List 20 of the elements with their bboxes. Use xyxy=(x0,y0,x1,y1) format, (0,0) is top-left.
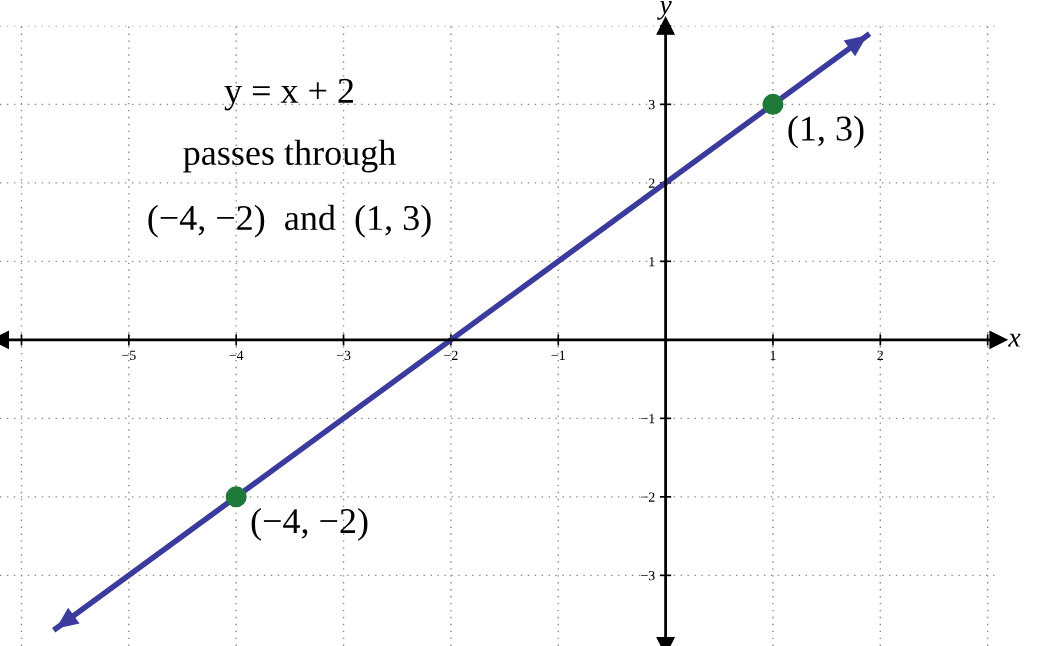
x-tick-label: 2 xyxy=(877,350,884,360)
x-tick-label: 1 xyxy=(770,350,776,360)
x-tick-label: −1 xyxy=(551,350,565,360)
y-axis-title: y xyxy=(657,0,672,20)
x-tick-label: −5 xyxy=(122,350,136,361)
y-tick-label: 1 xyxy=(649,256,655,267)
y-tick-label: −1 xyxy=(641,414,655,424)
annotation: y = x + 2 xyxy=(224,78,354,111)
y-tick-label: −2 xyxy=(641,492,655,502)
annotation: (−4, −2) and (1, 3) xyxy=(148,204,431,238)
y-tick-label: −3 xyxy=(641,570,655,581)
annotation: passes through xyxy=(183,139,396,173)
annotation: (−4, −2) xyxy=(251,507,368,541)
x-axis-title: x xyxy=(1008,333,1021,347)
x-tick-label: −3 xyxy=(336,350,351,361)
annotation: (1, 3) xyxy=(788,115,864,149)
x-tick-label: −2 xyxy=(444,350,458,360)
y-tick-label: 3 xyxy=(648,99,655,110)
x-tick-label: −4 xyxy=(229,350,244,360)
y-tick-label: 2 xyxy=(648,178,655,188)
